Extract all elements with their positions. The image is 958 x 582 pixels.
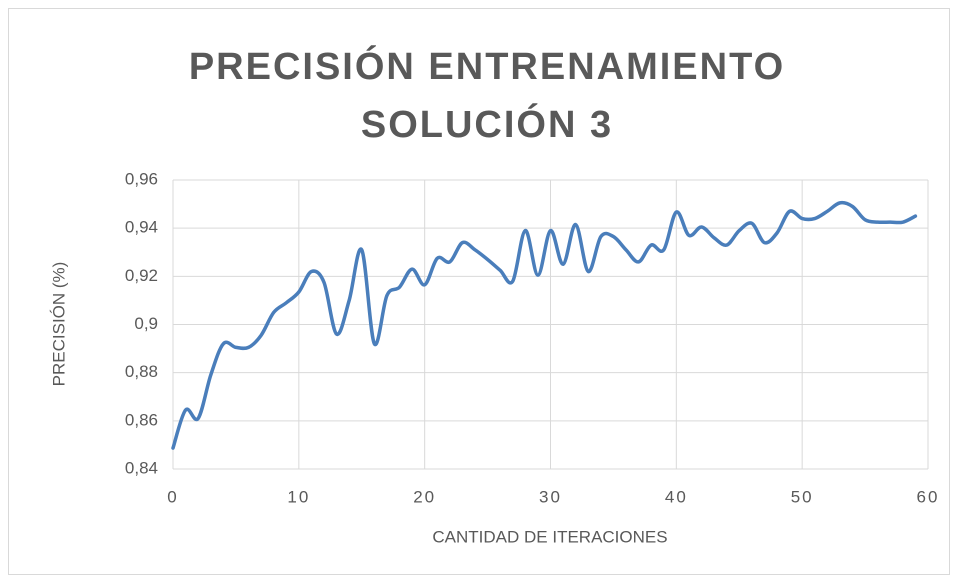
y-tick-label: 0,92: [125, 266, 158, 285]
x-tick-label: 60: [917, 487, 940, 506]
x-tick-label: 10: [287, 487, 310, 506]
y-tick-label: 0,88: [125, 362, 158, 381]
y-tick-label: 0,84: [125, 458, 158, 477]
y-tick-label: 0,9: [134, 314, 158, 333]
y-tick-label: 0,96: [125, 169, 158, 188]
x-tick-label: 0: [167, 487, 178, 506]
chart-border: [8, 8, 950, 575]
y-axis-label: PRECISIÓN (%): [49, 262, 68, 387]
x-tick-label: 20: [413, 487, 436, 506]
data-line: [171, 200, 918, 450]
x-tick-label: 50: [791, 487, 814, 506]
x-axis-label: CANTIDAD DE ITERACIONES: [432, 527, 667, 546]
y-tick-label: 0,86: [125, 410, 158, 429]
x-tick-label: 40: [665, 487, 688, 506]
y-tick-label: 0,94: [125, 218, 158, 237]
x-tick-label: 30: [539, 487, 562, 506]
chart-title: PRECISIÓN ENTRENAMIENTO SOLUCIÓN 3: [188, 46, 786, 146]
